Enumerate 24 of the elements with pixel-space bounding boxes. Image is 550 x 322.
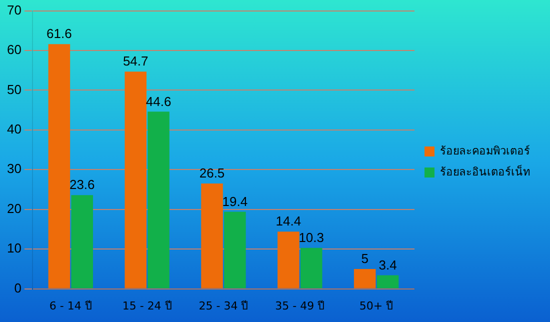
data-label: 19.4 — [222, 194, 248, 209]
y-tick-label: 10 — [6, 240, 22, 256]
y-tick-label: 30 — [6, 161, 22, 176]
data-label: 10.3 — [298, 230, 324, 245]
data-label: 14.4 — [276, 214, 302, 229]
legend-label: ร้อยละอินเตอร์เน็ท — [440, 164, 530, 178]
data-label: 23.6 — [69, 177, 95, 192]
data-label: 26.5 — [199, 166, 225, 181]
legend-label: ร้อยละคอมพิวเตอร์ — [440, 144, 530, 158]
x-tick-label: 50+ ปี — [359, 299, 394, 312]
x-tick-label: 15 - 24 ปี — [122, 299, 172, 312]
y-tick-label: 50 — [6, 82, 22, 97]
y-tick-label: 40 — [6, 122, 22, 137]
data-label: 5 — [361, 251, 368, 266]
y-tick-label: 60 — [6, 42, 22, 58]
y-tick-label: 20 — [6, 200, 22, 216]
data-label: 3.4 — [378, 257, 397, 272]
data-label: 54.7 — [122, 54, 148, 69]
y-tick-label: 70 — [6, 2, 22, 18]
x-tick-label: 6 - 14 ปี — [49, 299, 92, 312]
y-tick-label: 0 — [14, 280, 22, 296]
x-tick-label: 25 - 34 ปี — [198, 299, 248, 312]
x-tick-label: 35 - 49 ปี — [275, 299, 325, 312]
data-label: 61.6 — [46, 26, 72, 42]
